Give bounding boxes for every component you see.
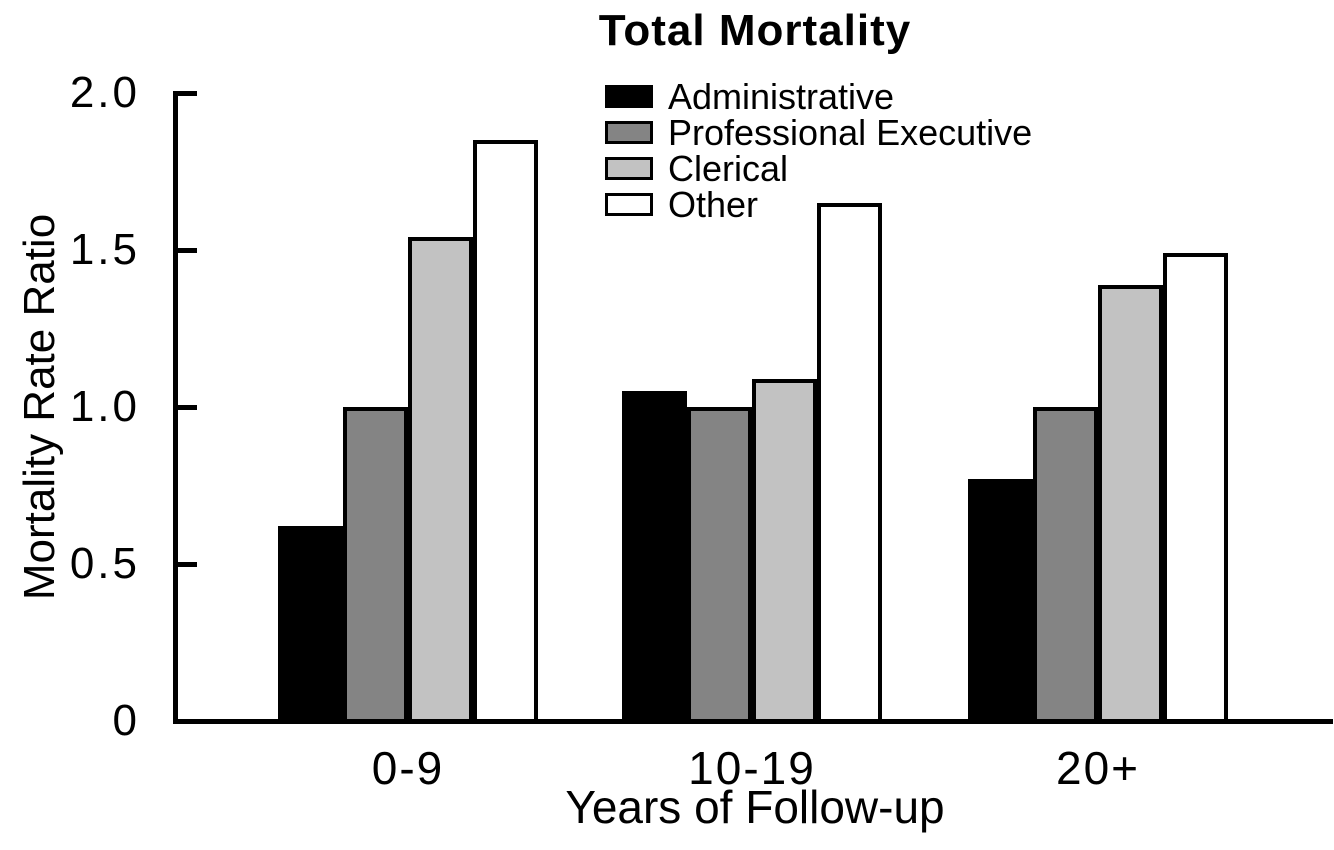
bar-other-0-9 xyxy=(473,140,538,723)
bar-clerical-0-9 xyxy=(408,237,473,723)
x-tick-label-10-19: 10-19 xyxy=(688,742,816,794)
legend-swatch-professional-executive xyxy=(605,121,653,144)
x-axis-title: Years of Follow-up xyxy=(565,781,945,833)
chart-title: Total Mortality xyxy=(598,6,912,55)
bar-other-10-19 xyxy=(817,203,882,723)
legend-item-other: Other xyxy=(605,184,1032,225)
bar-other-20 xyxy=(1163,253,1228,723)
bar-administrative-0-9 xyxy=(278,526,343,723)
y-tick-label-1.5: 1.5 xyxy=(69,225,140,274)
y-tick-1.5 xyxy=(177,248,197,253)
y-tick-2.0 xyxy=(177,91,197,96)
legend-item-clerical: Clerical xyxy=(605,148,1032,189)
bar-professional-executive-0-9 xyxy=(343,407,408,723)
y-tick-label-0.5: 0.5 xyxy=(69,539,140,588)
legend-item-administrative: Administrative xyxy=(605,76,1032,117)
bar-clerical-10-19 xyxy=(752,379,817,723)
bar-clerical-20 xyxy=(1098,285,1163,723)
bar-professional-executive-10-19 xyxy=(687,407,752,723)
legend-label: Clerical xyxy=(668,148,789,189)
y-tick-label-2.0: 2.0 xyxy=(69,68,140,117)
bar-administrative-10-19 xyxy=(622,391,687,723)
legend-label: Administrative xyxy=(668,76,895,117)
x-axis-line xyxy=(173,719,1333,724)
y-axis-line xyxy=(173,91,178,724)
legend-label: Professional Executive xyxy=(668,112,1033,153)
x-tick-label-0-9: 0-9 xyxy=(371,742,445,794)
legend-swatch-administrative xyxy=(605,85,653,108)
x-tick-label-20: 20+ xyxy=(1055,742,1141,794)
legend-swatch-clerical xyxy=(605,157,653,180)
legend-item-professional-executive: Professional Executive xyxy=(605,112,1033,153)
y-tick-label-1.0: 1.0 xyxy=(69,382,140,431)
legend-label: Other xyxy=(668,184,759,225)
bar-administrative-20 xyxy=(968,479,1033,723)
y-tick-1.0 xyxy=(177,405,197,410)
legend: Administrative Professional Executive Cler… xyxy=(605,76,1033,229)
y-tick-0.5 xyxy=(177,562,197,567)
y-tick-label-0: 0 xyxy=(112,696,140,745)
legend-swatch-other xyxy=(605,193,653,216)
bar-professional-executive-20 xyxy=(1033,407,1098,723)
